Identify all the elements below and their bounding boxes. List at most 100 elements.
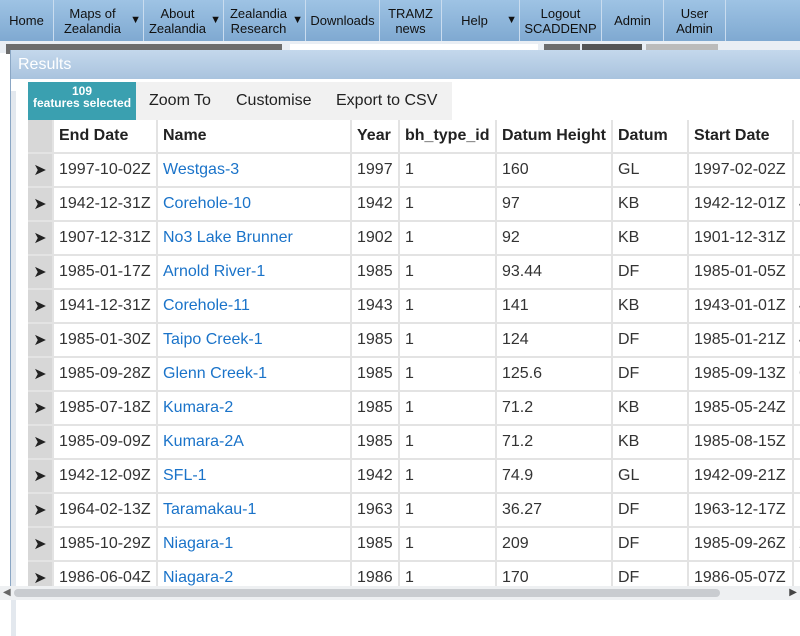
column-header-datum-height[interactable]: Datum Height: [497, 120, 613, 154]
row-select-arrow-icon[interactable]: ➤: [28, 392, 54, 426]
cell-bh-type-id: 1: [400, 358, 497, 392]
cell-name-link[interactable]: Kumara-2: [158, 392, 352, 426]
nav-tramz-news[interactable]: TRAMZ news: [380, 0, 442, 41]
cell-name-link[interactable]: Arnold River-1: [158, 256, 352, 290]
row-select-arrow-icon[interactable]: ➤: [28, 562, 54, 586]
zoom-to-button[interactable]: Zoom To: [149, 92, 211, 109]
column-header-datum[interactable]: Datum: [613, 120, 689, 154]
cell-name-link[interactable]: Niagara-1: [158, 528, 352, 562]
table-row[interactable]: ➤ 1964-02-13Z Taramakau-1 1963 1 36.27 DF 1963-…: [28, 494, 800, 528]
row-select-arrow-icon[interactable]: ➤: [28, 154, 54, 188]
cell-start-date: 1963-12-17Z: [689, 494, 794, 528]
cell-datum: KB: [613, 426, 689, 460]
cell-name-link[interactable]: Taipo Creek-1: [158, 324, 352, 358]
column-header-year[interactable]: Year: [352, 120, 400, 154]
cell-name-link[interactable]: SFL-1: [158, 460, 352, 494]
dialog-left-border: [11, 91, 16, 636]
nav-maps-of-zealandia[interactable]: Maps of Zealandia ▼: [54, 0, 144, 41]
cell-extra: 6: [794, 358, 800, 392]
chevron-down-icon: ▼: [130, 14, 141, 26]
row-select-arrow-icon[interactable]: ➤: [28, 494, 54, 528]
cell-year: 1985: [352, 256, 400, 290]
nav-logout[interactable]: Logout SCADDENP: [520, 0, 602, 41]
nav-home-label: Home: [9, 13, 44, 28]
cell-name-link[interactable]: Westgas-3: [158, 154, 352, 188]
column-header-bh-type-id[interactable]: bh_type_id: [400, 120, 497, 154]
nav-admin[interactable]: Admin: [602, 0, 664, 41]
cell-name-link[interactable]: Corehole-11: [158, 290, 352, 324]
scroll-right-icon[interactable]: ▶: [789, 587, 797, 598]
row-select-arrow-icon[interactable]: ➤: [28, 256, 54, 290]
cell-end-date: 1942-12-09Z: [54, 460, 158, 494]
cell-name-link[interactable]: No3 Lake Brunner: [158, 222, 352, 256]
row-select-arrow-icon[interactable]: ➤: [28, 528, 54, 562]
cell-year: 1942: [352, 460, 400, 494]
export-csv-button[interactable]: Export to CSV: [336, 92, 438, 109]
table-row[interactable]: ➤ 1985-09-28Z Glenn Creek-1 1985 1 125.6 DF 198…: [28, 358, 800, 392]
cell-extra: 1: [794, 460, 800, 494]
cell-name-link[interactable]: Corehole-10: [158, 188, 352, 222]
cell-end-date: 1907-12-31Z: [54, 222, 158, 256]
cell-extra: 4: [794, 324, 800, 358]
row-select-arrow-icon[interactable]: ➤: [28, 188, 54, 222]
cell-name-link[interactable]: Taramakau-1: [158, 494, 352, 528]
cell-name-link[interactable]: Glenn Creek-1: [158, 358, 352, 392]
cell-extra: 1: [794, 154, 800, 188]
cell-start-date: 1997-02-02Z: [689, 154, 794, 188]
column-header-start-date[interactable]: Start Date: [689, 120, 794, 154]
cell-bh-type-id: 1: [400, 426, 497, 460]
nav-logout-label: Logout SCADDENP: [524, 5, 597, 36]
cell-bh-type-id: 1: [400, 188, 497, 222]
table-row[interactable]: ➤ 1997-10-02Z Westgas-3 1997 1 160 GL 1997-02-0…: [28, 154, 800, 188]
table-row[interactable]: ➤ 1907-12-31Z No3 Lake Brunner 1902 1 92 KB 190…: [28, 222, 800, 256]
nav-home[interactable]: Home: [0, 0, 54, 41]
cell-extra: 4: [794, 188, 800, 222]
nav-help[interactable]: Help ▼: [442, 0, 520, 41]
cell-datum-height: 124: [497, 324, 613, 358]
nav-downloads[interactable]: Downloads: [306, 0, 380, 41]
nav-about-zealandia[interactable]: About Zealandia ▼: [144, 0, 224, 41]
cell-bh-type-id: 1: [400, 528, 497, 562]
row-select-arrow-icon[interactable]: ➤: [28, 324, 54, 358]
row-select-arrow-icon[interactable]: ➤: [28, 460, 54, 494]
dialog-title[interactable]: Results: [11, 50, 800, 79]
column-header-end-date[interactable]: End Date: [54, 120, 158, 154]
cell-datum-height: 93.44: [497, 256, 613, 290]
cell-year: 1986: [352, 562, 400, 586]
horizontal-scrollbar[interactable]: ◀ ▶: [0, 586, 800, 600]
scroll-left-icon[interactable]: ◀: [3, 587, 11, 598]
table-row[interactable]: ➤ 1985-10-29Z Niagara-1 1985 1 209 DF 1985-09-2…: [28, 528, 800, 562]
column-header-name[interactable]: Name: [158, 120, 352, 154]
scrollbar-thumb[interactable]: [14, 589, 720, 597]
cell-datum-height: 170: [497, 562, 613, 586]
table-row[interactable]: ➤ 1942-12-31Z Corehole-10 1942 1 97 KB 1942-12-…: [28, 188, 800, 222]
table-row[interactable]: ➤ 1985-09-09Z Kumara-2A 1985 1 71.2 KB 1985-08-…: [28, 426, 800, 460]
table-row[interactable]: ➤ 1985-01-30Z Taipo Creek-1 1985 1 124 DF 1985-…: [28, 324, 800, 358]
row-select-arrow-icon[interactable]: ➤: [28, 290, 54, 324]
nav-zealandia-research[interactable]: Zealandia Research ▼: [224, 0, 306, 41]
nav-user-admin[interactable]: User Admin: [664, 0, 726, 41]
row-select-arrow-icon[interactable]: ➤: [28, 222, 54, 256]
row-select-arrow-icon[interactable]: ➤: [28, 426, 54, 460]
background-button: [582, 44, 642, 54]
cell-name-link[interactable]: Kumara-2A: [158, 426, 352, 460]
cell-year: 1985: [352, 392, 400, 426]
cell-name-link[interactable]: Niagara-2: [158, 562, 352, 586]
customise-button[interactable]: Customise: [236, 92, 312, 109]
table-row[interactable]: ➤ 1941-12-31Z Corehole-11 1943 1 141 KB 1943-01…: [28, 290, 800, 324]
cell-datum: KB: [613, 222, 689, 256]
cell-year: 1943: [352, 290, 400, 324]
cell-start-date: 1985-01-21Z: [689, 324, 794, 358]
table-row[interactable]: ➤ 1985-01-17Z Arnold River-1 1985 1 93.44 DF 19…: [28, 256, 800, 290]
cell-bh-type-id: 1: [400, 392, 497, 426]
column-header-more[interactable]: [794, 120, 800, 154]
table-row[interactable]: ➤ 1985-07-18Z Kumara-2 1985 1 71.2 KB 1985-05-2…: [28, 392, 800, 426]
cell-bh-type-id: 1: [400, 154, 497, 188]
cell-datum: GL: [613, 460, 689, 494]
selection-count-label: features selected: [32, 96, 132, 110]
row-select-arrow-icon[interactable]: ➤: [28, 358, 54, 392]
table-row[interactable]: ➤ 1986-06-04Z Niagara-2 1986 1 170 DF 1986-05-0…: [28, 562, 800, 586]
cell-year: 1985: [352, 426, 400, 460]
table-header-row: End Date Name Year bh_type_id Datum Heig…: [28, 120, 800, 154]
